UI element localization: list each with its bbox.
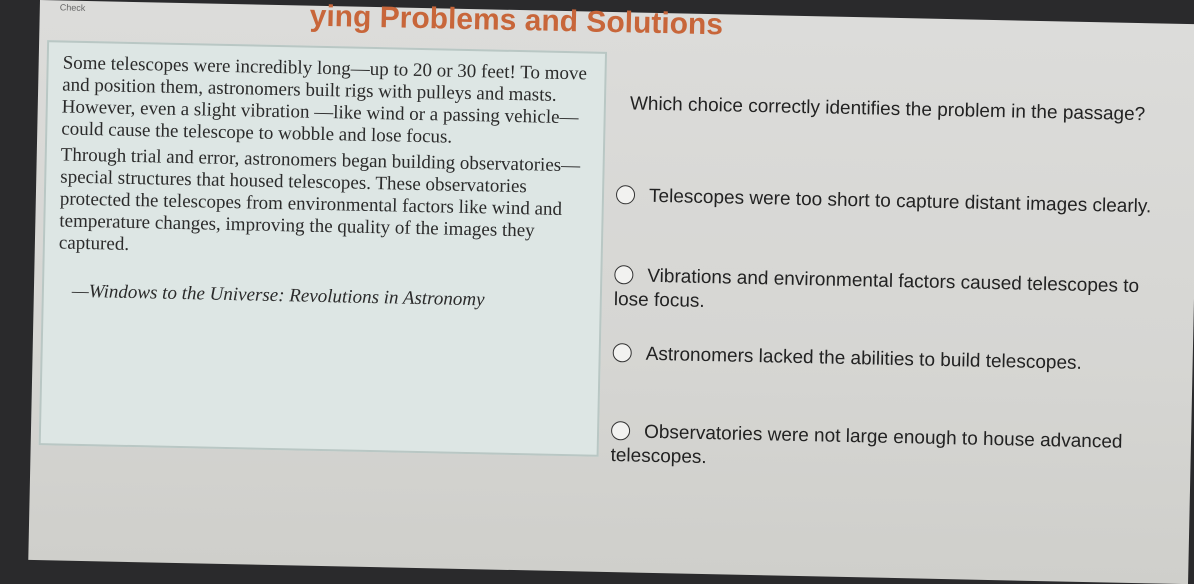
passage-paragraph: Through trial and error, astronomers beg… [58,144,581,255]
answer-option[interactable]: Telescopes were too short to capture dis… [615,184,1176,220]
answer-option[interactable]: Astronomers lacked the abilities to buil… [612,342,1172,378]
option-label: Observatories were not large enough to h… [610,421,1123,469]
option-label: Vibrations and environmental factors cau… [613,265,1140,312]
check-label[interactable]: Check [59,2,86,13]
question-text: Which choice correctly identifies the pr… [629,93,1146,126]
passage-paragraph: Some telescopes were incredibly long—up … [61,52,588,148]
quiz-screen: Check ying Problems and Solutions Some t… [28,0,1194,584]
passage-citation: —Windows to the Universe: Revolutions in… [71,280,485,311]
page-title: ying Problems and Solutions [309,0,724,42]
radio-button[interactable] [614,265,634,285]
radio-button[interactable] [610,421,631,441]
passage-panel: Some telescopes were incredibly long—up … [38,40,608,457]
answer-option[interactable]: Vibrations and environmental factors cau… [614,264,1175,324]
option-label: Telescopes were too short to capture dis… [648,185,1152,218]
radio-button[interactable] [615,185,636,205]
option-label: Astronomers lacked the abilities to buil… [645,343,1083,374]
answer-option[interactable]: Observatories were not large enough to h… [610,420,1171,480]
radio-button[interactable] [612,343,632,363]
